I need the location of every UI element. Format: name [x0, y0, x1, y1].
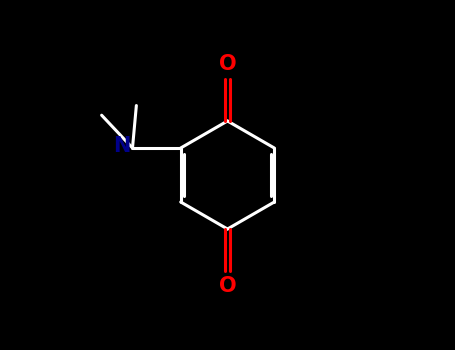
Text: O: O — [219, 276, 236, 296]
Text: N: N — [113, 136, 131, 156]
Text: O: O — [219, 54, 236, 74]
